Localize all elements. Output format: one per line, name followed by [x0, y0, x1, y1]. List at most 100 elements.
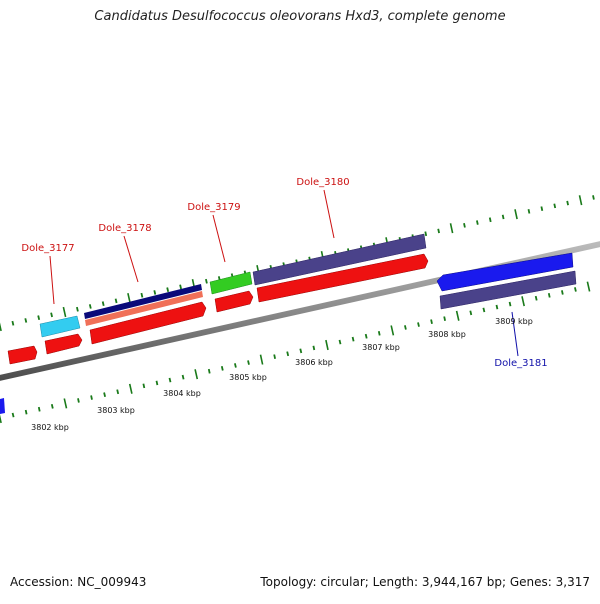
minor-tick	[24, 318, 28, 323]
major-tick	[390, 325, 395, 336]
minor-tick	[417, 322, 420, 327]
minor-tick	[153, 290, 157, 295]
minor-tick	[469, 310, 473, 316]
minor-tick	[11, 412, 15, 418]
minor-tick	[430, 319, 433, 324]
minor-tick	[553, 203, 557, 209]
minor-tick	[377, 331, 381, 336]
minor-tick	[166, 287, 170, 293]
scale-label: 3805 kbp	[229, 373, 267, 382]
minor-tick	[234, 363, 237, 368]
minor-tick	[155, 380, 159, 386]
minor-tick	[424, 231, 428, 237]
minor-tick	[286, 351, 290, 357]
major-tick	[578, 195, 583, 206]
minor-tick	[50, 312, 53, 318]
minor-tick	[351, 336, 355, 342]
major-tick	[514, 209, 518, 220]
minor-tick	[103, 392, 106, 398]
minor-tick	[11, 320, 15, 326]
gene-fragment[interactable]	[0, 398, 5, 414]
inner-scale-ticks	[0, 281, 591, 424]
minor-tick	[566, 200, 569, 206]
gene-label[interactable]: Dole_3178	[98, 223, 151, 234]
minor-tick	[101, 301, 105, 307]
minor-tick	[90, 395, 93, 400]
gene-label[interactable]: Dole_3177	[21, 243, 74, 254]
scale-labels: 3802 kbp 3803 kbp 3804 kbp 3805 kbp 3806…	[31, 317, 533, 432]
gene-bar-green[interactable]	[209, 271, 253, 295]
gene-labels: Dole_3177 Dole_3178 Dole_3179 Dole_3180 …	[21, 177, 547, 369]
gene-features	[0, 233, 577, 414]
minor-tick	[116, 389, 120, 395]
gene-label[interactable]: Dole_3180	[296, 177, 349, 188]
label-leaders	[49, 189, 519, 357]
minor-tick	[574, 287, 577, 292]
minor-tick	[114, 298, 118, 304]
minor-tick	[495, 304, 499, 310]
gene-bar-navy[interactable]	[84, 284, 202, 319]
gene-bar-purple[interactable]	[252, 233, 427, 286]
scale-label: 3808 kbp	[428, 330, 466, 339]
gene-arrow[interactable]	[44, 333, 83, 355]
minor-tick	[205, 278, 208, 284]
minor-tick	[77, 398, 80, 403]
minor-tick	[247, 360, 250, 365]
minor-tick	[463, 223, 466, 228]
major-tick	[128, 383, 133, 394]
minor-tick	[561, 290, 564, 295]
minor-tick	[534, 295, 538, 301]
minor-tick	[140, 292, 144, 298]
minor-tick	[181, 374, 185, 380]
gene-bar-cyan[interactable]	[39, 315, 81, 338]
gene-arrow[interactable]	[7, 345, 38, 365]
minor-tick	[273, 354, 276, 359]
gene-bar-purple[interactable]	[439, 270, 577, 310]
minor-tick	[179, 284, 182, 290]
major-tick	[259, 354, 264, 365]
minor-tick	[299, 348, 303, 354]
minor-tick	[37, 406, 41, 412]
minor-tick	[443, 316, 446, 321]
minor-tick	[338, 339, 342, 345]
major-tick	[586, 281, 591, 292]
major-tick	[127, 293, 131, 304]
minor-tick	[76, 306, 79, 312]
outer-scale-ticks	[0, 195, 595, 332]
major-tick	[0, 322, 2, 332]
minor-tick	[501, 214, 505, 220]
minor-tick	[50, 403, 54, 409]
minor-tick	[527, 209, 531, 214]
minor-tick	[24, 409, 28, 415]
topology-text: Topology: circular; Length: 3,944,167 bp…	[260, 575, 590, 589]
gene-arrow[interactable]	[89, 301, 207, 345]
minor-tick	[540, 206, 544, 211]
minor-tick	[437, 228, 440, 234]
gene-label[interactable]: Dole_3181	[494, 358, 547, 369]
minor-tick	[364, 333, 368, 339]
minor-tick	[312, 345, 316, 351]
minor-tick	[404, 325, 407, 330]
gene-bar-salmon[interactable]	[85, 291, 203, 326]
gene-arrow[interactable]	[214, 290, 254, 313]
scale-label: 3802 kbp	[31, 423, 69, 432]
accession-text: Accession: NC_009943	[10, 575, 147, 589]
minor-tick	[476, 220, 479, 225]
minor-tick	[488, 217, 492, 223]
scale-label: 3807 kbp	[362, 343, 400, 352]
major-tick	[62, 306, 67, 318]
minor-tick	[508, 301, 512, 307]
major-tick	[194, 369, 199, 380]
major-tick	[521, 296, 525, 307]
minor-tick	[142, 383, 146, 389]
gene-arrow-reverse[interactable]	[436, 252, 574, 292]
minor-tick	[482, 307, 486, 313]
minor-tick	[168, 377, 172, 383]
minor-tick	[37, 315, 41, 321]
gene-arrow[interactable]	[256, 253, 429, 303]
minor-tick	[547, 293, 551, 298]
minor-tick	[220, 365, 224, 371]
gene-label[interactable]: Dole_3179	[187, 202, 240, 213]
major-tick	[455, 310, 460, 321]
